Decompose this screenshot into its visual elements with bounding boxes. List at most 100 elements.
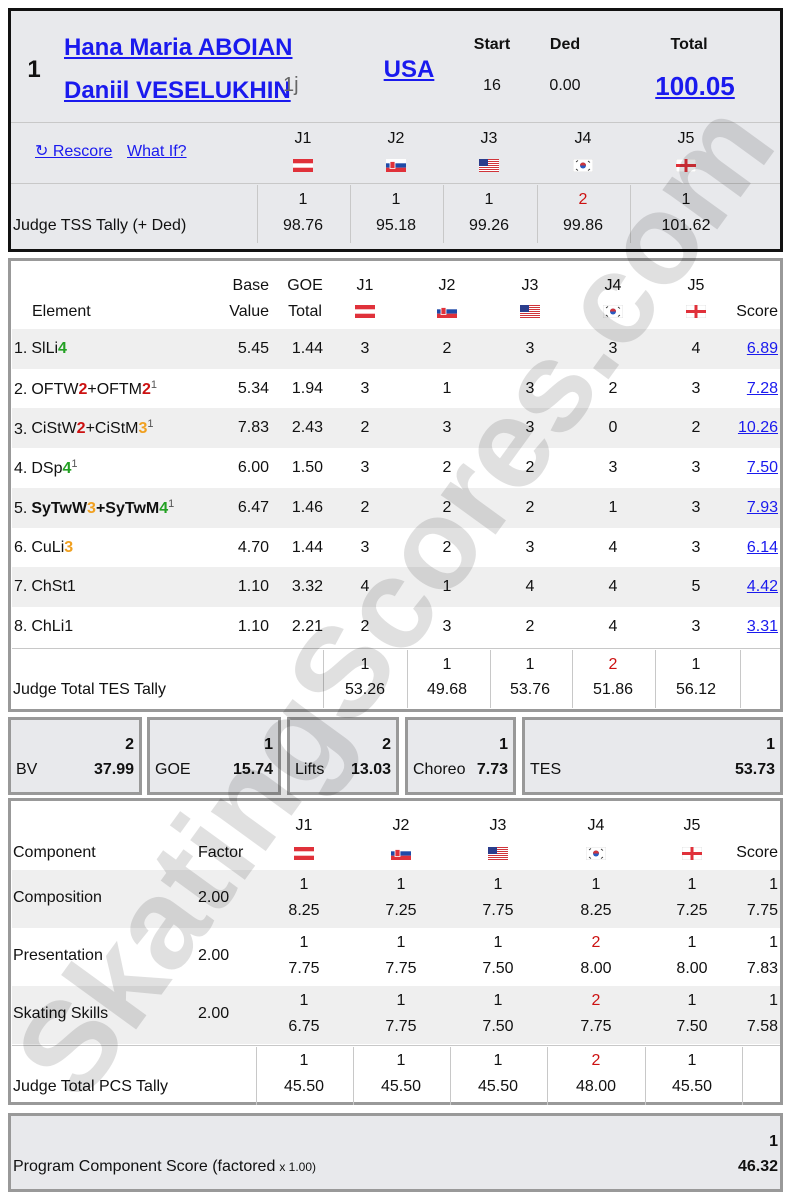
judge-rank: 1 — [493, 992, 503, 1009]
skater-name[interactable]: Hana Maria ABOIAN — [64, 34, 293, 61]
tally-score: 45.50 — [283, 1078, 325, 1095]
judge-goe: 3 — [691, 379, 701, 397]
judge-rank: 1 — [396, 992, 406, 1009]
judge-label: J4 — [587, 817, 605, 834]
flag — [573, 158, 593, 172]
separator — [12, 648, 780, 649]
skater-name[interactable]: Daniil VESELUKHIN — [64, 77, 291, 104]
element-part: 4 — [58, 340, 67, 357]
column-header: Element — [32, 303, 91, 320]
judge-label: J3 — [480, 130, 498, 147]
element-name: 3. CiStW2+CiStM31 — [14, 419, 154, 437]
tally-rank: 1 — [681, 191, 691, 208]
text: 7. — [14, 578, 28, 596]
element-code: OFTW2+OFTM2 — [31, 381, 151, 398]
element-part: 4 — [159, 499, 169, 517]
base-value: 4.70 — [237, 538, 269, 556]
summary-box — [522, 717, 783, 795]
summary-label: BV — [16, 761, 38, 778]
tally-score: 53.26 — [344, 681, 386, 698]
judge-goe: 3 — [608, 340, 618, 357]
total-label: Total — [670, 36, 708, 53]
judge-rank: 1 — [396, 934, 406, 951]
judge-goe: 2 — [442, 340, 452, 357]
element-score[interactable]: 7.28 — [746, 379, 778, 397]
judge-goe: 4 — [691, 340, 701, 357]
total-value[interactable]: 100.05 — [655, 71, 735, 101]
component-name: Composition — [13, 889, 102, 906]
judge-label: J4 — [574, 130, 592, 147]
element-part: +SyTwM — [95, 499, 160, 517]
row-band — [12, 487, 780, 528]
judge-score: 7.25 — [385, 902, 417, 919]
judge-goe: 3 — [525, 538, 535, 556]
judge-label: J5 — [683, 817, 701, 834]
flag — [386, 158, 406, 172]
tally-rank: 2 — [578, 191, 588, 208]
judge-goe: 3 — [360, 379, 370, 397]
flag — [437, 304, 457, 318]
element-part: 3 — [87, 499, 96, 517]
separator — [645, 1047, 646, 1105]
footnote: 1 — [150, 378, 158, 391]
header-panel — [8, 8, 783, 252]
text: 8. — [14, 617, 28, 635]
element-score[interactable]: 7.50 — [746, 459, 778, 477]
judge-score: 7.75 — [580, 1018, 612, 1035]
what-if-link[interactable]: What If? — [127, 143, 187, 160]
flag — [488, 846, 508, 860]
judge-goe: 3 — [691, 617, 701, 635]
element-score[interactable]: 6.89 — [746, 340, 778, 357]
judge-label: J3 — [521, 277, 539, 294]
judge-rank: 1 — [396, 876, 406, 893]
judge-goe: 4 — [608, 578, 618, 596]
element-part: SlLi — [31, 340, 59, 357]
country[interactable]: USA — [383, 56, 435, 83]
judge-label: J5 — [677, 130, 695, 147]
judge-label: J1 — [356, 277, 374, 294]
separator — [12, 1045, 780, 1046]
judge-goe: 2 — [525, 617, 535, 635]
element-code: ChSt1 — [31, 578, 75, 595]
separator — [350, 185, 351, 243]
rank: 1 — [27, 56, 41, 83]
judge-rank: 1 — [493, 934, 503, 951]
judge-label: J2 — [438, 277, 456, 294]
separator — [353, 1047, 354, 1105]
row-band — [12, 567, 780, 608]
element-part: DSp — [31, 460, 63, 478]
flag — [355, 304, 375, 318]
flag — [391, 846, 411, 860]
judge-goe: 2 — [691, 419, 701, 437]
tally-score: 51.86 — [592, 681, 634, 698]
tally-label: Judge TSS Tally (+ Ded) — [13, 217, 187, 234]
element-name: 7. ChSt1 — [14, 579, 76, 595]
element-code: SyTwW3+SyTwM4 — [31, 500, 168, 517]
element-score[interactable]: 7.93 — [746, 498, 778, 516]
judge-score: 7.75 — [288, 960, 320, 977]
tally-score: 101.62 — [661, 217, 711, 234]
judge-goe: 3 — [442, 419, 452, 437]
goe-total: 1.44 — [291, 340, 323, 357]
tally-rank: 1 — [299, 1052, 309, 1069]
rescore-link[interactable]: ↻ Rescore — [35, 143, 113, 160]
element-score[interactable]: 4.42 — [746, 578, 778, 596]
element-score[interactable]: 6.14 — [746, 538, 778, 556]
element-part: ChLi1 — [31, 617, 74, 635]
base-value: 6.00 — [237, 459, 269, 477]
summary-label: Lifts — [295, 761, 325, 778]
pcs-panel — [8, 1113, 783, 1192]
pcs-rank: 1 — [769, 1133, 778, 1150]
component-name: Presentation — [13, 947, 103, 964]
judge-goe: 2 — [360, 617, 370, 635]
element-part: CiStW — [31, 420, 77, 438]
summary-box — [147, 717, 281, 795]
element-score[interactable]: 10.26 — [737, 419, 778, 437]
judge-goe: 2 — [608, 379, 618, 397]
base-value: 1.10 — [237, 617, 269, 635]
summary-rank: 1 — [499, 736, 508, 753]
judge-rank: 1 — [687, 876, 697, 893]
summary-value: 15.74 — [232, 761, 273, 778]
element-score[interactable]: 3.31 — [746, 617, 778, 635]
